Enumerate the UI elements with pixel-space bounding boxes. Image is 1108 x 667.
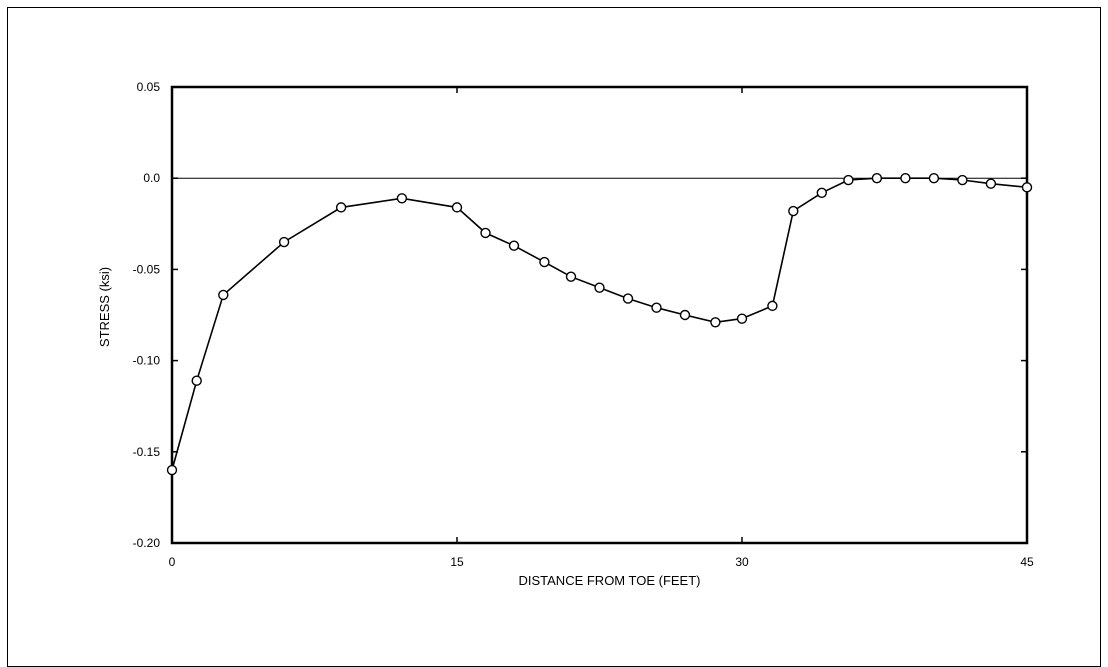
data-point [816, 187, 827, 198]
data-point [166, 464, 178, 476]
data-point [594, 282, 605, 293]
data-point [451, 202, 463, 213]
data-point [396, 193, 408, 204]
plot-border [170, 85, 1029, 545]
x-tick-label: 0 [169, 555, 176, 569]
data-point [710, 317, 721, 328]
data-point [767, 300, 778, 312]
data-point [871, 172, 883, 184]
data-point [480, 227, 491, 239]
series-line [171, 177, 1028, 471]
y-tick-label: -0.05 [133, 262, 161, 276]
data-point [788, 205, 799, 217]
data-point [957, 174, 968, 186]
data-point [651, 302, 662, 313]
y-tick-label: -0.20 [133, 536, 161, 550]
data-point [539, 256, 550, 268]
data-point [843, 174, 854, 186]
data-point [622, 293, 634, 304]
data-point [508, 240, 520, 251]
x-tick-label: 15 [450, 555, 464, 569]
data-point [736, 313, 748, 324]
data-point [565, 271, 577, 282]
data-point [278, 236, 290, 248]
series-stress [166, 172, 1033, 476]
x-tick-label: 45 [1020, 555, 1034, 569]
data-point [1021, 182, 1033, 193]
data-point [679, 309, 691, 321]
data-point [335, 202, 347, 213]
y-tick-label: -0.10 [133, 354, 161, 368]
x-tick-label: 30 [735, 555, 749, 569]
data-point [928, 172, 940, 184]
data-point [985, 178, 997, 189]
data-point [218, 289, 229, 301]
y-tick-label: -0.15 [133, 445, 161, 459]
axis-ticks: 0.05 0.0 -0.05 -0.10 -0.15 -0.20 0 15 30 45 [133, 80, 1034, 569]
data-point [191, 375, 202, 386]
y-tick-label: 0.0 [143, 171, 160, 185]
data-point [900, 172, 911, 184]
y-tick-label: 0.05 [137, 80, 161, 94]
x-axis-label: DISTANCE FROM TOE (FEET) [518, 573, 700, 588]
plot-area [170, 85, 1029, 545]
y-axis-label: STRESS (ksi) [97, 267, 112, 347]
